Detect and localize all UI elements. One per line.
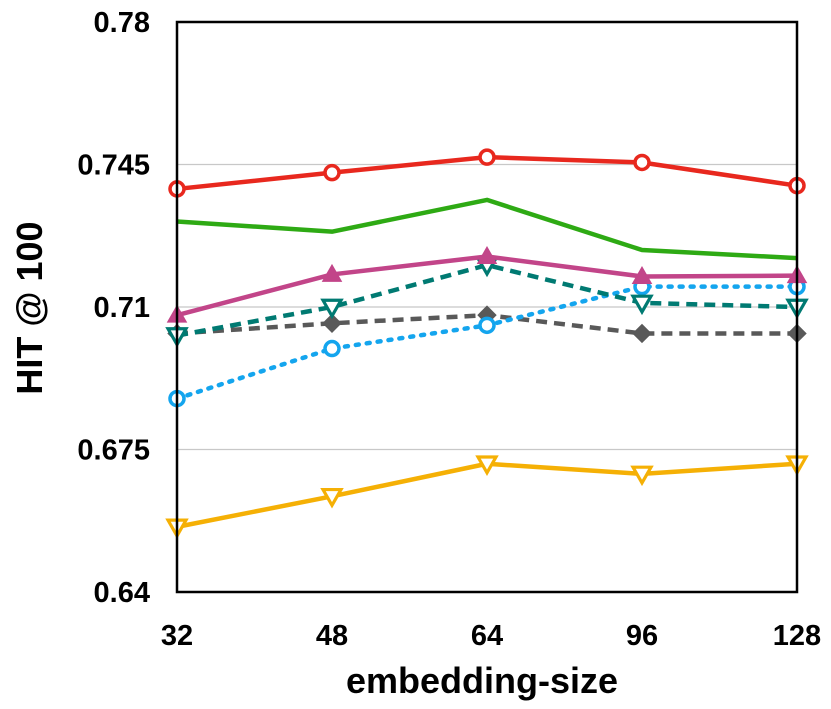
data-point	[632, 323, 652, 344]
data-point	[630, 465, 654, 487]
y-tick-label: 0.745	[77, 150, 150, 182]
y-tick-label: 0.78	[94, 7, 150, 39]
series-5	[168, 277, 806, 408]
data-point	[322, 313, 342, 333]
series-line	[176, 262, 798, 338]
y-tick-label: 0.71	[94, 292, 150, 324]
series-line	[174, 284, 800, 401]
series-line	[176, 197, 798, 261]
data-point	[478, 316, 496, 335]
series-7	[165, 455, 809, 540]
series-2	[176, 197, 798, 261]
data-point	[631, 265, 653, 284]
data-point	[323, 163, 341, 182]
x-tick-label: 48	[316, 620, 348, 652]
plot-frame	[175, 20, 799, 594]
x-tick-label: 96	[626, 620, 658, 652]
data-point	[478, 148, 496, 166]
x-tick-label: 128	[773, 620, 821, 652]
y-tick-label: 0.64	[94, 577, 150, 609]
y-axis-label: HIT @ 100	[9, 221, 50, 394]
x-axis-label: embedding-size	[346, 660, 618, 701]
data-point	[476, 246, 498, 265]
data-point	[320, 487, 344, 509]
series-group	[165, 148, 809, 540]
y-tick-labels: 0.64 0.675 0.71 0.745 0.78	[77, 7, 150, 609]
data-point	[475, 455, 499, 476]
y-tick-label: 0.675	[77, 435, 150, 467]
data-point	[320, 298, 344, 320]
series-1	[168, 148, 806, 198]
data-point	[630, 294, 654, 316]
series-3	[166, 246, 808, 323]
x-tick-label: 64	[471, 620, 503, 652]
data-point	[633, 153, 651, 172]
x-tick-label: 32	[161, 620, 193, 652]
data-point	[321, 263, 343, 282]
x-tick-labels: 32 48 64 96 128	[161, 620, 821, 652]
data-point	[323, 339, 341, 358]
